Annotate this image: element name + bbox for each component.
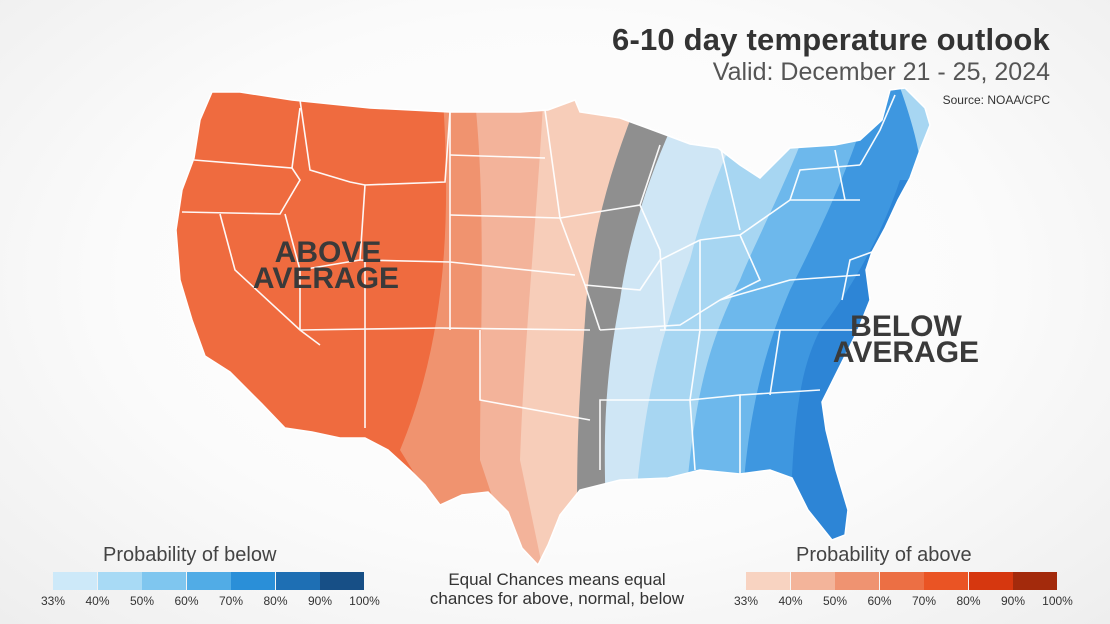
legend_above-swatch [746, 572, 790, 590]
legend_below-swatch [320, 572, 364, 590]
equal-note-line1: Equal Chances means equal [448, 570, 666, 589]
legend_above-swatch [1013, 572, 1057, 590]
legend_above-tick: 50% [822, 594, 848, 608]
legend_above-tick: 90% [1000, 594, 1026, 608]
legend_below-tick: 33% [40, 594, 66, 608]
legend-above-title: Probability of above [796, 544, 972, 566]
legend_below-swatch [142, 572, 186, 590]
legend_above-tick: 40% [778, 594, 803, 608]
legend_below-tick: 90% [307, 594, 333, 608]
above-label-line2: AVERAGE [253, 262, 399, 295]
legend_below-tick: 100% [349, 594, 380, 608]
legend_below-tick: 50% [129, 594, 155, 608]
below-label-line2: AVERAGE [833, 336, 979, 369]
legend_above-tick: 60% [867, 594, 892, 608]
legend_below-swatch [186, 572, 231, 590]
legend_above-tick: 100% [1042, 594, 1073, 608]
legend_above-swatch [879, 572, 924, 590]
legend_above-swatch [835, 572, 879, 590]
us-outline [175, 87, 931, 567]
legend_below-tick: 60% [174, 594, 199, 608]
legend_below-tick: 70% [218, 594, 244, 608]
legend_above-swatch [790, 572, 835, 590]
legend_below-swatch [275, 572, 320, 590]
legend_below-swatch [53, 572, 97, 590]
legend_above-tick: 80% [956, 594, 981, 608]
legend_below-swatch [97, 572, 142, 590]
legend_above-swatch [924, 572, 968, 590]
legend_above-tick: 33% [733, 594, 759, 608]
legend_below-swatch [231, 572, 275, 590]
legend_below-tick: 80% [263, 594, 288, 608]
equal-chances-note: Equal Chances means equal chances for ab… [392, 570, 722, 608]
page-title: 6-10 day temperature outlook [612, 22, 1050, 57]
state-boundaries [181, 94, 896, 474]
legend-above-bar [746, 572, 1058, 590]
legend_above-swatch [968, 572, 1013, 590]
legend_above-tick: 70% [911, 594, 937, 608]
legend-below-bar [53, 572, 365, 590]
legend-below-title: Probability of below [103, 544, 277, 566]
above-label-line1: ABOVE [275, 236, 382, 269]
legend_below-tick: 40% [85, 594, 110, 608]
source-credit: Source: NOAA/CPC [942, 93, 1050, 107]
below-label-line1: BELOW [850, 310, 962, 343]
equal-note-line2: chances for above, normal, below [429, 589, 685, 608]
valid-dates: Valid: December 21 - 25, 2024 [712, 58, 1050, 86]
